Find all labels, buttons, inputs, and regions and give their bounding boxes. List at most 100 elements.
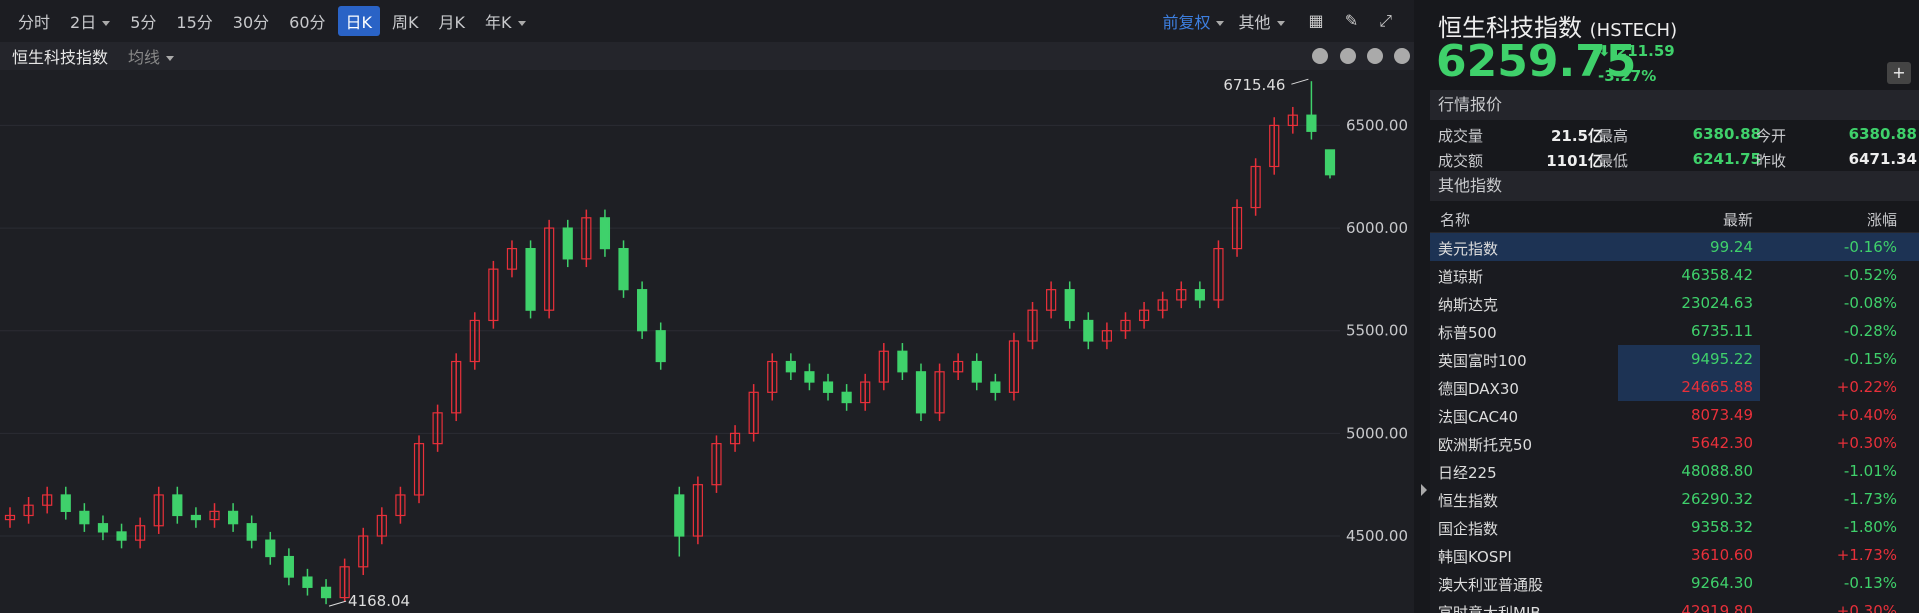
index-row[interactable]: 富时意大利MIB 42919.80 +0.30%	[1430, 597, 1919, 613]
toolbar-icons[interactable]: ▦ ✎ ⤢	[1308, 11, 1400, 30]
candle-body	[841, 391, 852, 404]
period-tab[interactable]: 15分	[176, 13, 213, 32]
index-row[interactable]: 欧洲斯托克50 5642.30 +0.30%	[1430, 429, 1919, 458]
index-row[interactable]: 韩国KOSPI 3610.60 +1.73%	[1430, 541, 1919, 570]
index-last: 6735.11	[1690, 322, 1753, 340]
max-label: 6715.46	[1223, 76, 1285, 94]
period-tab[interactable]: 周K	[392, 13, 419, 32]
chart-control[interactable]	[1394, 48, 1410, 64]
table-header: 名称 最新 涨幅	[1430, 204, 1919, 233]
candle-body	[227, 510, 239, 525]
index-name: 富时意大利MIB	[1438, 604, 1541, 613]
index-name: 韩国KOSPI	[1438, 548, 1512, 566]
period-tab[interactable]: 30分	[232, 13, 270, 32]
candle-body	[674, 494, 685, 537]
period-tab[interactable]: 月K	[438, 13, 466, 32]
candle-body	[692, 484, 703, 537]
candle-body	[1008, 340, 1020, 393]
index-last: 5642.30	[1690, 434, 1753, 452]
chart-control[interactable]	[1340, 48, 1356, 64]
period-tab[interactable]: 日K	[337, 6, 381, 36]
quote-label: 最低	[1598, 152, 1629, 170]
index-change: -0.28%	[1843, 322, 1897, 340]
candle-body	[97, 523, 109, 533]
candle-body	[637, 289, 648, 332]
candle-body	[767, 360, 778, 393]
index-last: 9358.32	[1690, 518, 1753, 536]
index-row[interactable]: 纳斯达克 23024.63 -0.08%	[1430, 289, 1919, 318]
index-change: +0.22%	[1836, 378, 1897, 396]
period-tab[interactable]: 分时	[18, 13, 51, 32]
index-row[interactable]: 标普500 6735.11 -0.28%	[1430, 317, 1919, 346]
index-row[interactable]: 美元指数 99.24 -0.16%	[1430, 233, 1919, 262]
divider	[1421, 484, 1427, 496]
pct: -3.27%	[1598, 67, 1657, 85]
quote-title: 行情报价	[1430, 90, 1919, 120]
candle-body	[413, 443, 425, 496]
toolbar-dropdown[interactable]: 前复权	[1162, 9, 1224, 33]
change-value: -211.59	[1610, 42, 1675, 60]
candle-body	[153, 494, 164, 527]
candle-body	[302, 576, 313, 588]
chart-header: 恒生科技指数 均线	[0, 42, 1414, 70]
quote-value: 6380.88	[1848, 125, 1917, 143]
candle-body	[1250, 165, 1261, 209]
candle-body	[860, 381, 871, 404]
candle-body	[804, 371, 815, 383]
candle-body	[1138, 309, 1150, 322]
index-name: 美元指数	[1438, 240, 1499, 258]
candle-body	[79, 510, 90, 525]
period-tab[interactable]: 年K	[477, 6, 534, 36]
y-tick-label: 5500.00	[1346, 322, 1408, 340]
candle-body	[4, 514, 16, 521]
side-panel: 恒生科技指数 (HSTECH) 6259.75 ⬇-211.59 -3.27% …	[1430, 0, 1919, 613]
chart-control[interactable]	[1367, 48, 1383, 64]
candle-body	[246, 523, 257, 541]
index-change: -0.15%	[1843, 350, 1897, 368]
y-tick-label: 6000.00	[1346, 219, 1408, 237]
add-button[interactable]: +	[1887, 62, 1911, 84]
toolbar-dropdown[interactable]: 其他	[1238, 9, 1284, 33]
quote-value: 21.5亿	[1550, 127, 1603, 145]
candle-body	[488, 268, 499, 322]
index-name: 澳大利亚普通股	[1438, 576, 1544, 594]
chart-name: 恒生科技指数	[12, 48, 109, 67]
index-row[interactable]: 法国CAC40 8073.49 +0.40%	[1430, 401, 1919, 430]
index-row[interactable]: 英国富时100 9495.22 -0.15%	[1430, 345, 1919, 374]
candle-body	[544, 227, 555, 311]
ma-dropdown[interactable]: 均线	[128, 44, 174, 68]
index-last: 26290.32	[1681, 490, 1753, 508]
quote-label: 成交额	[1438, 152, 1484, 170]
index-change: -0.16%	[1843, 238, 1897, 256]
index-name: 国企指数	[1438, 520, 1499, 538]
index-row[interactable]: 道琼斯 46358.42 -0.52%	[1430, 261, 1919, 290]
candle-body	[1101, 330, 1113, 342]
index-last: 3610.60	[1690, 546, 1753, 564]
candle-body	[785, 360, 796, 373]
period-tab[interactable]: 2日	[62, 6, 118, 36]
candle-body	[265, 539, 276, 558]
index-last: 48088.80	[1681, 462, 1753, 480]
chart-control[interactable]	[1312, 48, 1328, 64]
index-row[interactable]: 德国DAX30 24665.88 +0.22%	[1430, 373, 1919, 402]
index-row[interactable]: 澳大利亚普通股 9264.30 -0.13%	[1430, 569, 1919, 598]
min-label: 4168.04	[348, 592, 410, 610]
index-change: -0.13%	[1843, 574, 1897, 592]
period-tab[interactable]: 5分	[130, 13, 157, 32]
period-tab[interactable]: 60分	[289, 13, 326, 32]
index-row[interactable]: 恒生指数 26290.32 -1.73%	[1430, 485, 1919, 514]
candle-body	[135, 525, 146, 541]
index-row[interactable]: 日经225 48088.80 -1.01%	[1430, 457, 1919, 486]
toolbar: 分时 2日 5分 15分 30分 60分 日K 周K 月K 年K 前复权 其他 ▦ ✎ ⤢	[0, 0, 1414, 42]
candle-body	[190, 514, 202, 521]
candle-body	[320, 586, 332, 599]
candle-body	[1306, 114, 1317, 132]
candle-body	[506, 248, 518, 270]
candle-body	[711, 443, 722, 486]
index-change: -1.80%	[1843, 518, 1897, 536]
index-row[interactable]: 国企指数 9358.32 -1.80%	[1430, 513, 1919, 542]
candle-body	[376, 514, 387, 537]
candle-body	[971, 360, 982, 383]
candle-body	[1231, 206, 1243, 250]
